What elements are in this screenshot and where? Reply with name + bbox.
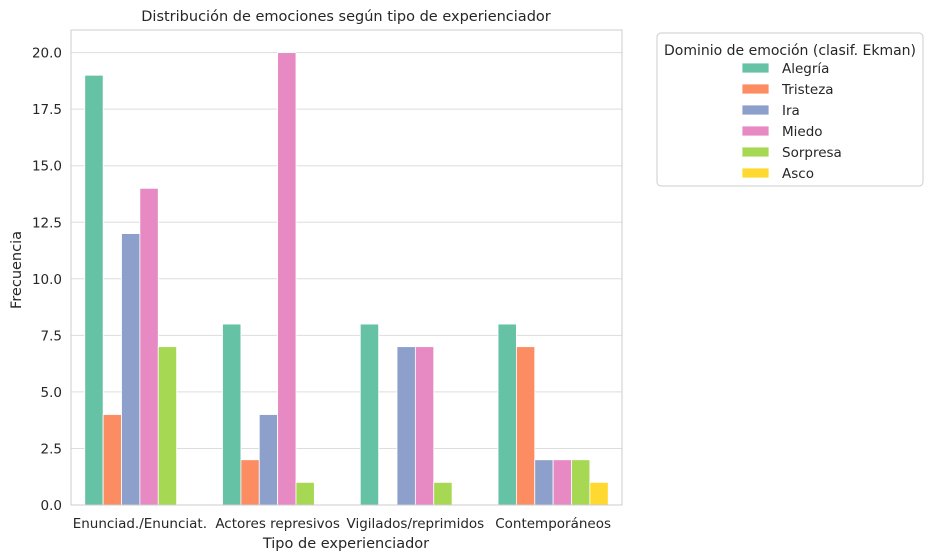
x-axis-label: Tipo de experienciador	[262, 536, 429, 552]
x-tick-label: Enunciad./Enunciat.	[73, 516, 207, 532]
y-tick-label: 15.0	[32, 159, 62, 175]
bar-tristeza-2	[240, 459, 260, 506]
legend-label: Alegría	[782, 61, 829, 77]
x-tick-label: Vigilados/reprimidos	[347, 516, 485, 532]
legend-swatch	[741, 104, 770, 116]
bar-ira-1	[121, 233, 141, 506]
y-tick-label: 10.0	[32, 272, 62, 288]
legend-label: Miedo	[782, 124, 823, 140]
legend-swatch	[741, 167, 770, 179]
legend-swatch	[741, 62, 770, 74]
bar-ira-3	[396, 346, 416, 506]
bar-miedo-2	[277, 52, 297, 506]
bar-miedo-3	[414, 346, 435, 506]
bar-alegría-2	[222, 323, 242, 506]
legend-title: Dominio de emoción (clasif. Ekman)	[664, 43, 916, 59]
bar-alegría-3	[359, 323, 380, 506]
y-axis-label: Frecuencia	[9, 231, 25, 309]
legend-label: Sorpresa	[782, 145, 842, 161]
bar-ira-4	[534, 459, 554, 506]
x-tick-label: Contemporáneos	[495, 516, 611, 532]
y-tick-label: 0.0	[41, 498, 62, 514]
legend-swatch	[741, 83, 770, 95]
legend: Dominio de emoción (clasif. Ekman) Alegr…	[656, 32, 924, 187]
y-tick-label: 2.5	[41, 441, 62, 457]
bar-sorpresa-4	[571, 459, 591, 506]
y-tick-label: 20.0	[32, 46, 62, 62]
legend-label: Asco	[782, 166, 814, 182]
bar-tristeza-1	[102, 414, 122, 506]
bar-sorpresa-1	[157, 346, 178, 506]
legend-items: Alegría Tristeza Ira Miedo Sorpresa Asco	[741, 61, 842, 182]
legend-label: Tristeza	[781, 82, 834, 98]
bars	[84, 52, 609, 506]
y-tick-label: 7.5	[41, 328, 62, 344]
bar-miedo-1	[139, 187, 159, 506]
bar-asco-4	[589, 481, 609, 506]
bar-tristeza-4	[515, 346, 536, 506]
bar-sorpresa-2	[295, 481, 315, 506]
bar-ira-2	[258, 414, 279, 506]
legend-label: Ira	[782, 103, 800, 119]
x-tick-labels: Enunciad./Enunciat. Actores represivos Vig…	[73, 516, 611, 532]
chart-title: Distribución de emociones según tipo de …	[141, 9, 551, 25]
y-tick-label: 5.0	[41, 385, 62, 401]
y-tick-label: 12.5	[32, 215, 62, 231]
plot-frame	[70, 29, 623, 506]
legend-frame	[656, 32, 924, 187]
y-tick-label: 17.5	[32, 102, 62, 118]
bar-miedo-4	[552, 459, 572, 506]
legend-swatch	[741, 125, 770, 137]
x-tick-label: Actores represivos	[215, 516, 340, 532]
y-tick-labels: 0.0 2.5 5.0 7.5 10.0 12.5 15.0 17.5 20.0	[32, 46, 62, 514]
bar-alegría-1	[84, 74, 104, 506]
bar-sorpresa-3	[433, 481, 453, 506]
bar-alegría-4	[497, 323, 517, 506]
legend-swatch	[741, 146, 770, 158]
